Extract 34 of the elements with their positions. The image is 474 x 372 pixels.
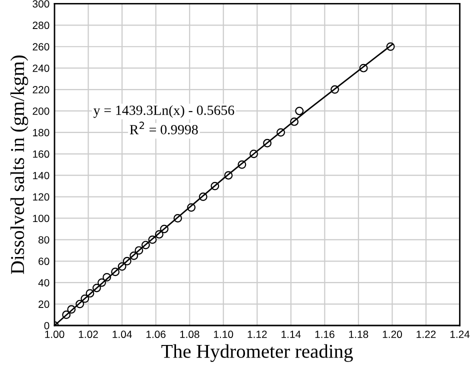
y-tick-label: 240 [32,64,50,72]
x-tick-label: 1.06 [146,330,166,338]
annotation: R$^{2}$ = 0.9998 [130,122,198,134]
x-tick-label: 1.12 [248,330,267,338]
point [295,106,304,116]
y-tick-label: 40 [38,279,50,286]
y-tick-label: 260 [32,43,50,50]
x-tick-label: 1.22 [416,330,436,338]
y-tick-label: 80 [38,236,50,244]
x-tick-label: 1.24 [450,330,470,338]
x-tick-label: 1.20 [382,330,402,338]
x-axis-title: The Hydrometer reading [161,344,353,362]
y-axis-title: Dissolved salts in (gm/kgm) [10,56,28,274]
x-tick-label: 1.02 [78,330,98,338]
y-tick-label: 140 [33,172,50,180]
y-tick-label: 200 [32,107,50,115]
x-tick-label: 1.00 [45,330,64,338]
x-tick-label: 1.04 [112,330,132,338]
y-tick-label: 300 [32,0,50,8]
x-tick-label: 1.10 [214,330,234,338]
y-tick-label: 20 [38,300,50,308]
annotation: y = 1439.3Ln(x) - 0.5656 [93,105,234,118]
x-tick-label: 1.18 [349,330,368,338]
y-tick-label: 280 [32,22,50,30]
y-tick-label: 160 [33,150,50,158]
y-tick-label: 100 [33,214,50,222]
y-tick-label: 220 [32,86,50,94]
y-tick-label: 180 [33,128,50,136]
x-tick-label: 1.14 [282,330,301,338]
y-tick-label: 0 [44,322,50,330]
y-tick-label: 60 [38,258,50,266]
y-tick-label: 120 [33,193,50,201]
x-tick-label: 1.08 [180,330,200,338]
x-tick-label: 1.16 [315,330,334,338]
